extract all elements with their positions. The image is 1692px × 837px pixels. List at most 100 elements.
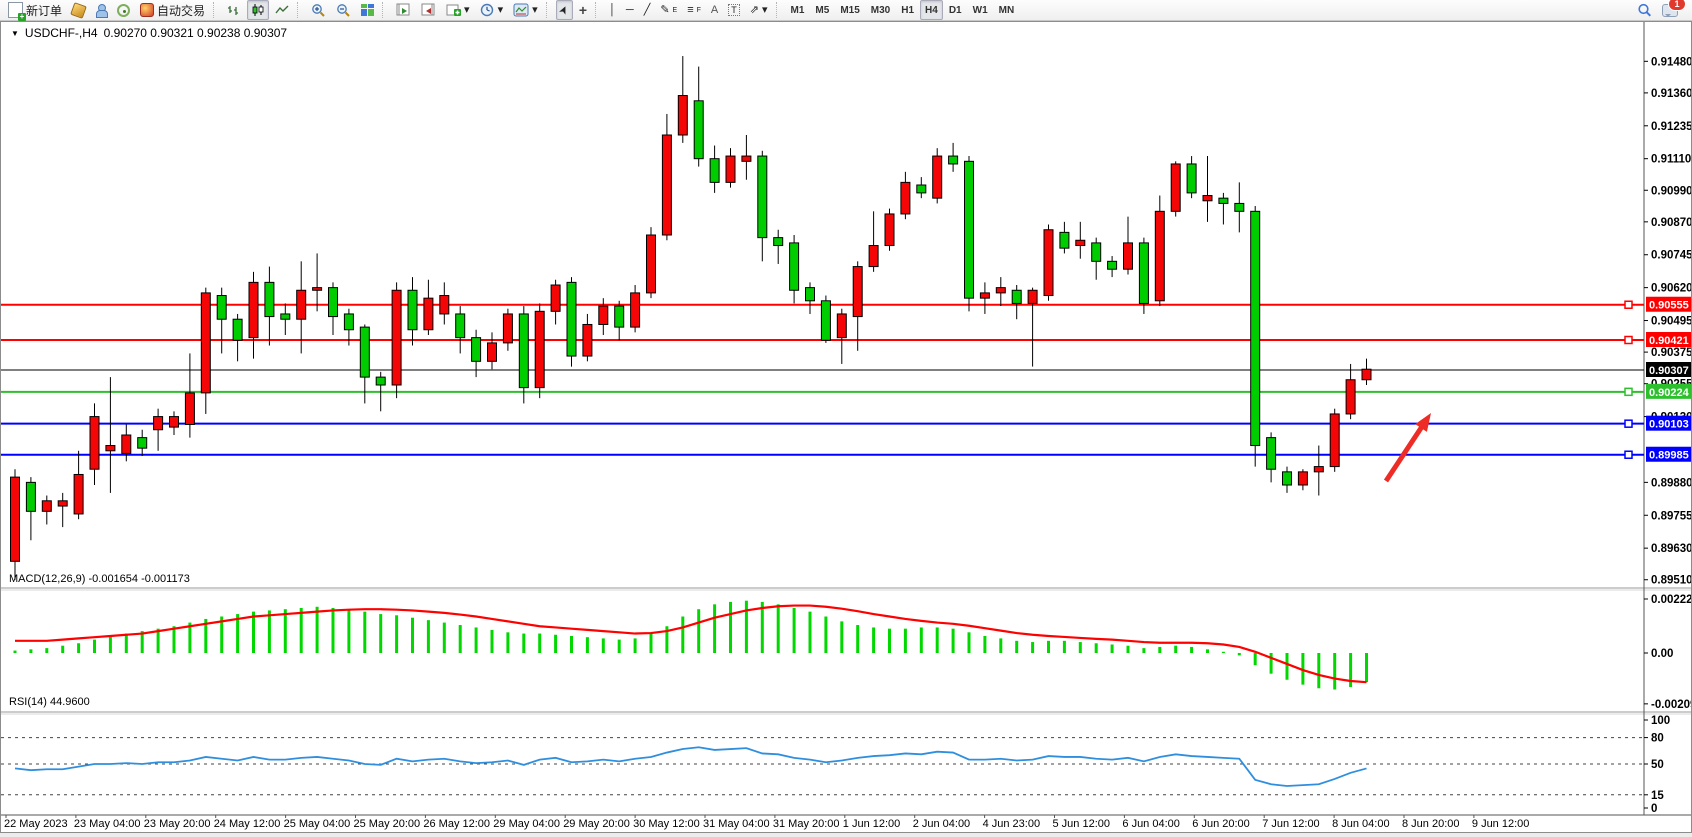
candle-73[interactable] <box>1170 163 1181 212</box>
candle-20[interactable] <box>328 287 338 318</box>
candle-12[interactable] <box>200 292 211 394</box>
candle-25[interactable] <box>407 289 418 331</box>
candle-51[interactable] <box>820 300 831 341</box>
auto-scroll-button[interactable] <box>392 0 415 20</box>
candle-34[interactable] <box>550 284 561 312</box>
candle-29[interactable] <box>471 337 482 362</box>
candle-77[interactable] <box>1234 202 1245 212</box>
candle-14[interactable] <box>232 318 243 341</box>
candle-83[interactable] <box>1329 413 1340 468</box>
candle-81[interactable] <box>1297 471 1308 486</box>
candle-62[interactable] <box>995 287 1006 294</box>
candle-54[interactable] <box>868 245 879 268</box>
candle-38[interactable] <box>614 305 625 328</box>
chart-canvas[interactable]: 0.91480 0.91360 0.91235 0.91110 0.90990 0.908… <box>1 22 1691 832</box>
candle-43[interactable] <box>693 100 704 160</box>
search-button[interactable] <box>1633 0 1656 20</box>
candle-39[interactable] <box>630 292 641 328</box>
zoom-out-button[interactable] <box>332 0 355 20</box>
candle-4[interactable] <box>73 473 84 515</box>
candle-41[interactable] <box>661 134 672 236</box>
timeframe-m15-button[interactable]: M15 <box>840 4 860 16</box>
candle-49[interactable] <box>789 242 800 291</box>
candle-72[interactable] <box>1154 210 1165 302</box>
candle-8[interactable] <box>137 437 148 449</box>
templates-button[interactable]: ▾ <box>509 0 542 20</box>
candle-68[interactable] <box>1091 242 1102 262</box>
candle-55[interactable] <box>884 213 895 247</box>
candle-10[interactable] <box>169 416 179 428</box>
arrows-tool-button[interactable]: ⇗ ▾ <box>746 0 772 20</box>
candle-69[interactable] <box>1107 260 1118 270</box>
collapse-triangle-icon[interactable]: ▼ <box>11 28 19 38</box>
vertical-line-tool-button[interactable]: │ <box>605 0 620 20</box>
candle-27[interactable] <box>439 295 450 315</box>
timeframe-m1-button[interactable]: M1 <box>790 4 805 16</box>
bar-chart-button[interactable] <box>223 0 245 20</box>
candle-26[interactable] <box>423 297 434 331</box>
text-tool-button[interactable]: A <box>707 0 722 20</box>
timeframe-d1-button[interactable]: D1 <box>948 4 962 16</box>
timeframe-m5-button[interactable]: M5 <box>815 4 830 16</box>
candle-11[interactable] <box>184 392 195 425</box>
candle-37[interactable] <box>598 305 609 325</box>
candle-75[interactable] <box>1202 195 1213 202</box>
candle-30[interactable] <box>487 342 497 362</box>
candle-2[interactable] <box>41 500 52 512</box>
candle-36[interactable] <box>582 323 593 357</box>
candle-46[interactable] <box>741 155 752 162</box>
candle-5[interactable] <box>89 416 100 470</box>
candle-32[interactable] <box>518 313 529 389</box>
cursor-tool-button[interactable]: ➤ <box>555 0 573 20</box>
crosshair-tool-button[interactable]: + <box>575 0 591 20</box>
candle-13[interactable] <box>216 295 227 320</box>
tile-windows-button[interactable] <box>357 0 378 20</box>
horizontal-line-tool-button[interactable]: ─ <box>622 0 638 20</box>
new-order-button[interactable]: + 新订单 <box>4 0 66 21</box>
candle-40[interactable] <box>646 234 656 294</box>
candle-63[interactable] <box>1011 289 1022 304</box>
candle-18[interactable] <box>296 289 307 320</box>
timeframe-w1-button[interactable]: W1 <box>972 4 988 16</box>
candle-7[interactable] <box>121 434 132 454</box>
candle-71[interactable] <box>1138 242 1149 304</box>
candle-65[interactable] <box>1043 229 1054 297</box>
timeframe-mn-button[interactable]: MN <box>998 4 1015 16</box>
candle-52[interactable] <box>836 313 847 339</box>
candle-80[interactable] <box>1282 471 1292 486</box>
label-tool-button[interactable]: T <box>724 0 744 20</box>
channel-tool-button[interactable]: ✎ E <box>660 3 678 16</box>
timeframe-h4-button[interactable]: H4 <box>920 0 943 20</box>
candle-76[interactable] <box>1218 197 1229 204</box>
candle-35[interactable] <box>566 281 577 357</box>
candlestick-chart-button[interactable] <box>247 0 270 20</box>
candle-44[interactable] <box>709 158 720 183</box>
periods-button[interactable]: ▾ <box>476 0 508 20</box>
fibonacci-tool-button[interactable]: ≡ F <box>687 3 701 16</box>
candle-31[interactable] <box>502 313 513 344</box>
candle-47[interactable] <box>757 155 768 239</box>
candle-84[interactable] <box>1345 379 1356 415</box>
annotation-arrow[interactable] <box>1383 423 1426 483</box>
candle-6[interactable] <box>105 445 116 452</box>
candle-56[interactable] <box>900 181 911 215</box>
candle-66[interactable] <box>1059 231 1070 249</box>
notifications-button[interactable]: 1 <box>1658 0 1686 20</box>
candle-16[interactable] <box>264 281 275 318</box>
wizard-button[interactable] <box>68 0 89 20</box>
indicators-button[interactable]: ▾ <box>442 0 474 20</box>
candle-24[interactable] <box>391 289 402 386</box>
signals-button[interactable] <box>113 0 134 20</box>
candle-28[interactable] <box>455 313 466 339</box>
timeframe-m30-button[interactable]: M30 <box>870 4 891 16</box>
trendline-tool-button[interactable]: ╱ <box>640 0 655 20</box>
candle-0[interactable] <box>10 476 20 562</box>
chart-shift-button[interactable] <box>417 0 440 20</box>
candle-61[interactable] <box>979 292 990 299</box>
market-watch-button[interactable] <box>91 0 111 20</box>
candle-79[interactable] <box>1266 437 1277 470</box>
candle-58[interactable] <box>932 155 943 199</box>
candle-17[interactable] <box>280 313 291 320</box>
candle-42[interactable] <box>677 95 688 136</box>
candle-45[interactable] <box>725 155 736 183</box>
